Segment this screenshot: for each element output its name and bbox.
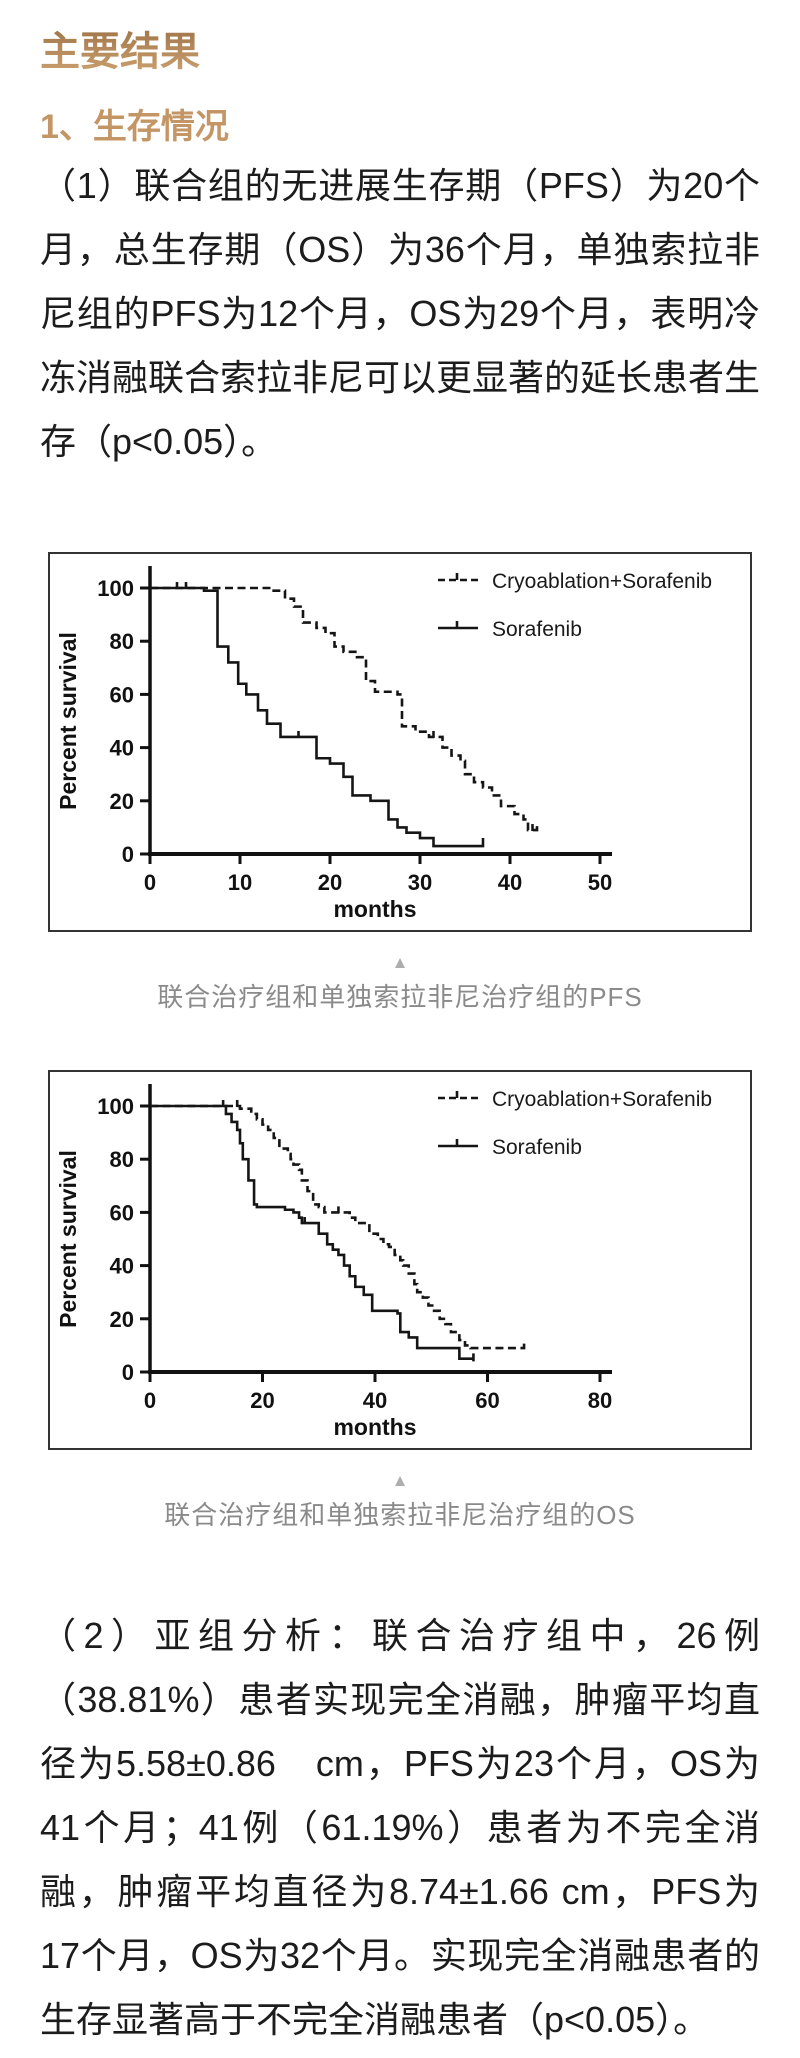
pfs-chart-figure: 0 20 40 60 80 100 0 10 20 30 40 50 months Percent sur… [48,552,752,932]
svg-text:20: 20 [110,1307,134,1332]
paragraph-survival-results: （1）联合组的无进展生存期（PFS）为20个月，总生存期（OS）为36个月，单独… [40,165,761,462]
section-heading-survival: 1、生存情况 [40,108,229,146]
svg-text:100: 100 [97,1094,134,1119]
pfs-figure-caption: 联合治疗组和单独索拉非尼治疗组的PFS [157,982,643,1012]
svg-text:0: 0 [144,1388,156,1413]
svg-text:Percent survival: Percent survival [55,1150,81,1328]
svg-text:80: 80 [588,1388,612,1413]
svg-text:100: 100 [97,576,134,601]
svg-text:60: 60 [110,1200,134,1225]
svg-text:40: 40 [498,870,522,895]
svg-text:months: months [333,896,416,922]
svg-text:Cryoablation+Sorafenib: Cryoablation+Sorafenib [492,1088,712,1111]
svg-text:30: 30 [408,870,432,895]
svg-text:40: 40 [363,1388,387,1413]
page-title: 主要结果 [40,29,200,74]
os-figure-caption: 联合治疗组和单独索拉非尼治疗组的OS [164,1500,636,1530]
caption-arrow-up-icon: ▲ [391,1471,409,1490]
svg-text:Sorafenib: Sorafenib [492,618,582,641]
os-caption-block: ▲ 联合治疗组和单独索拉非尼治疗组的OS [0,1472,800,1532]
svg-text:Sorafenib: Sorafenib [492,1136,582,1159]
svg-text:months: months [333,1414,416,1440]
svg-text:80: 80 [110,629,134,654]
svg-text:0: 0 [122,1360,134,1385]
paragraph-subgroup-analysis: （2）亚组分析：联合治疗组中，26例（38.81%）患者实现完全消融，肿瘤平均直… [40,1615,760,2040]
caption-arrow-up-icon: ▲ [391,953,409,972]
os-chart-figure: 0 20 40 60 80 100 0 20 40 60 80 months Percent survi… [48,1070,752,1450]
svg-text:0: 0 [144,870,156,895]
svg-text:20: 20 [318,870,342,895]
svg-text:40: 40 [110,1254,134,1279]
os-kaplan-meier-chart: 0 20 40 60 80 100 0 20 40 60 80 months Percent survi… [55,1084,712,1440]
svg-text:60: 60 [475,1388,499,1413]
svg-text:10: 10 [228,870,252,895]
svg-text:60: 60 [110,682,134,707]
svg-text:40: 40 [110,736,134,761]
pfs-caption-block: ▲ 联合治疗组和单独索拉非尼治疗组的PFS [0,954,800,1014]
svg-text:Percent survival: Percent survival [55,632,81,810]
svg-text:20: 20 [110,789,134,814]
svg-text:20: 20 [250,1388,274,1413]
svg-text:0: 0 [122,842,134,867]
pfs-kaplan-meier-chart: 0 20 40 60 80 100 0 10 20 30 40 50 months Percent sur… [55,566,712,922]
svg-text:50: 50 [588,870,612,895]
svg-text:Cryoablation+Sorafenib: Cryoablation+Sorafenib [492,570,712,593]
svg-text:80: 80 [110,1147,134,1172]
